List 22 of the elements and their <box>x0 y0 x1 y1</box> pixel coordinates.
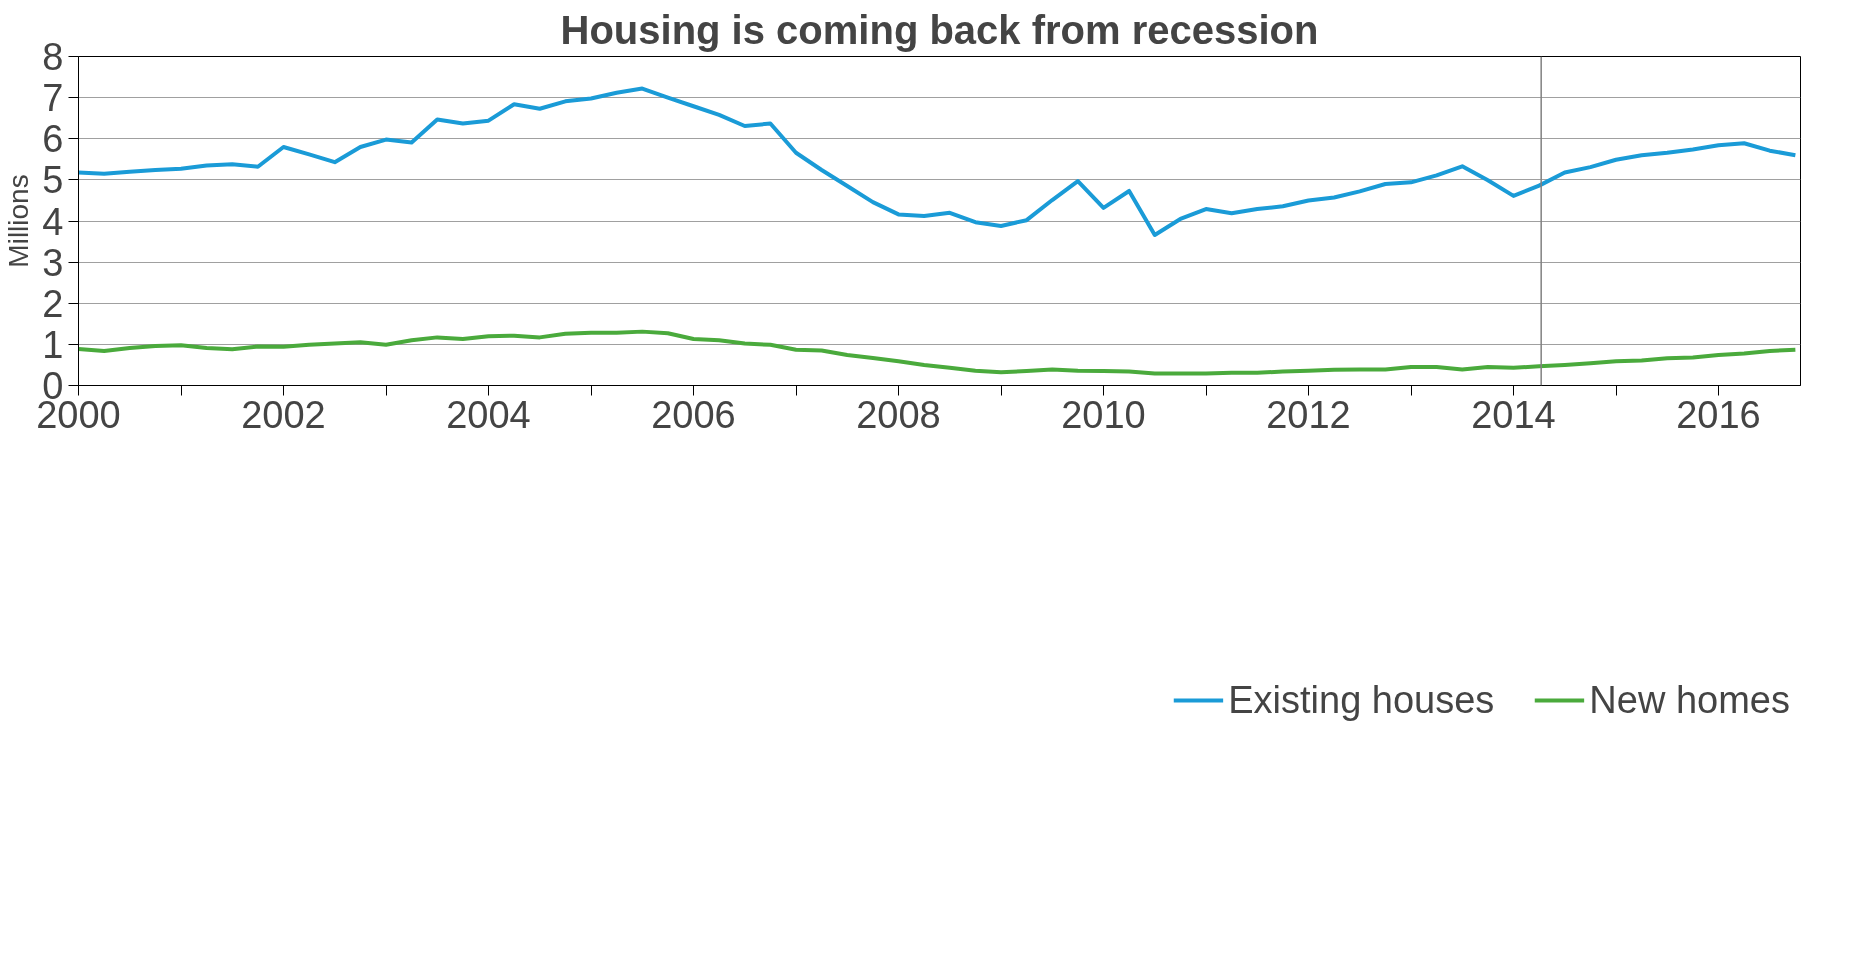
x-tick-label: 2002 <box>241 393 326 436</box>
y-tick-label: 4 <box>42 200 64 243</box>
x-tick-label: 2004 <box>446 393 531 436</box>
y-tick-label: 3 <box>42 241 64 284</box>
line-series <box>78 329 1798 376</box>
y-tick-label: 1 <box>42 323 64 366</box>
legend-label: Existing houses <box>1228 678 1495 722</box>
line-series <box>78 86 1798 237</box>
x-tick-label: 2006 <box>651 393 736 436</box>
y-tick-label: 6 <box>42 118 64 161</box>
legend-label: New homes <box>1589 678 1790 722</box>
y-axis-title: Millions <box>3 174 35 268</box>
y-tick-label: 8 <box>42 36 64 78</box>
y-tick-label: 2 <box>42 282 64 325</box>
y-tick-label: 5 <box>42 159 64 202</box>
x-tick-label: 2012 <box>1266 393 1351 436</box>
x-tick-label: 2008 <box>856 393 941 436</box>
x-tick-label: 2014 <box>1471 393 1556 436</box>
x-tick-label: 2016 <box>1676 393 1761 436</box>
chart-title: Housing is coming back from recession <box>560 7 1319 52</box>
y-tick-label: 7 <box>42 77 64 120</box>
x-tick-label: 2010 <box>1061 393 1146 436</box>
